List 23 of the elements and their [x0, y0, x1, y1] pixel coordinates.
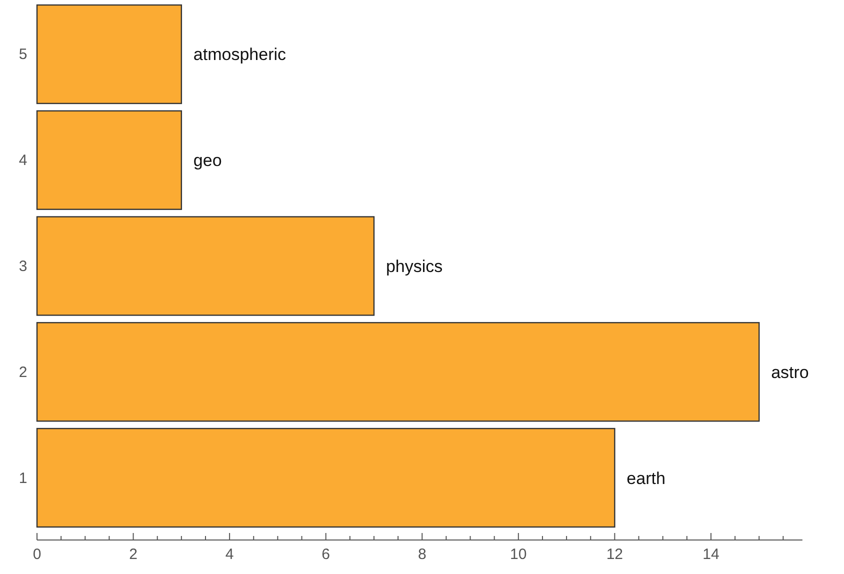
y-tick-label: 3	[18, 258, 28, 275]
y-tick-label: 5	[18, 46, 28, 64]
x-tick-label: 4	[225, 546, 234, 563]
x-tick-label: 6	[322, 546, 330, 563]
annotation: physics	[386, 257, 443, 276]
y-tick-label: 4	[18, 152, 28, 170]
x-tick-label: 2	[129, 546, 138, 563]
bar	[36, 216, 375, 316]
bar	[36, 110, 182, 210]
annotation: astro	[771, 362, 809, 382]
x-tick-label: 0	[32, 546, 42, 563]
y-tick-label: 2	[18, 364, 28, 381]
x-tick-label: 12	[606, 546, 624, 563]
bar	[36, 428, 616, 528]
bar	[36, 4, 182, 104]
annotation: atmospheric	[193, 45, 287, 64]
bar	[36, 322, 760, 422]
annotation: earth	[626, 468, 666, 488]
x-tick-label: 14	[702, 546, 720, 563]
x-tick-label: 10	[510, 546, 527, 563]
annotation: geo	[193, 151, 222, 170]
x-tick-label: 8	[418, 546, 426, 563]
y-tick-label: 1	[18, 470, 28, 487]
